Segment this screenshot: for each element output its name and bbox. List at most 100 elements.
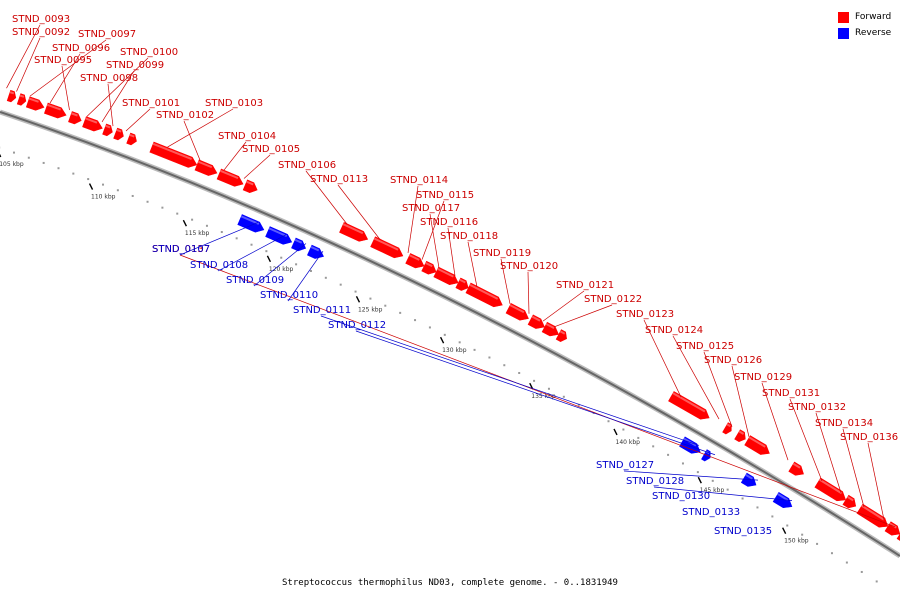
minor-tick <box>622 428 625 431</box>
gene-forward <box>744 435 770 455</box>
gene-forward-highlight <box>726 423 731 428</box>
gene-reverse-highlight <box>240 215 260 225</box>
minor-tick <box>72 172 75 175</box>
leader-line <box>6 24 41 89</box>
minor-tick <box>518 371 521 374</box>
leader-line <box>672 335 720 420</box>
minor-tick <box>205 224 208 227</box>
gene-forward-shape <box>82 116 103 132</box>
gene-reverse <box>237 214 265 233</box>
gene-label: STND_0095 <box>34 55 92 66</box>
gene-reverse-shape <box>291 237 307 252</box>
gene-label: STND_0126 <box>704 355 762 366</box>
tick-label: 120 kbp <box>269 266 294 273</box>
gene-reverse <box>291 237 307 252</box>
gene-forward <box>43 102 67 119</box>
gene-forward-highlight <box>85 117 98 124</box>
minor-tick <box>354 290 357 293</box>
gene-reverse-highlight <box>310 246 320 252</box>
legend-label-reverse: Reverse <box>855 28 892 38</box>
gene-forward-shape <box>16 93 27 106</box>
leader-line <box>29 39 107 97</box>
gene-forward-highlight <box>246 180 254 186</box>
gene-forward <box>555 329 567 342</box>
gene-label: STND_0104 <box>218 131 276 142</box>
gene-reverse <box>701 449 711 462</box>
minor-tick <box>235 237 238 240</box>
gene-label: STND_0120 <box>500 261 558 272</box>
gene-label: STND_0128 <box>626 476 684 487</box>
minor-tick <box>816 542 819 545</box>
gene-forward-shape <box>113 127 124 141</box>
gene-forward <box>16 93 27 106</box>
gene-forward <box>455 277 469 291</box>
minor-tick <box>577 403 580 406</box>
leader-line <box>653 486 793 501</box>
major-tick <box>439 336 445 344</box>
leader-line <box>101 70 135 123</box>
gene-label: STND_0130 <box>652 491 710 502</box>
leader-line <box>643 319 682 398</box>
gene-label: STND_0106 <box>278 160 336 171</box>
gene-forward-shape <box>126 132 137 146</box>
minor-tick <box>280 256 283 259</box>
gene-forward-shape <box>814 477 847 502</box>
minor-tick <box>667 453 670 456</box>
minor-tick <box>681 462 684 465</box>
gene-forward-shape <box>884 521 900 536</box>
gene-forward <box>788 461 804 476</box>
gene-forward-shape <box>555 329 567 342</box>
leader-line <box>761 382 789 461</box>
gene-forward-shape <box>668 391 710 420</box>
gene-label: STND_0093 <box>12 14 70 25</box>
gene-forward <box>734 429 746 443</box>
minor-tick <box>875 580 878 583</box>
gene-label: STND_0110 <box>260 290 318 301</box>
gene-label: STND_0105 <box>242 144 300 155</box>
gene-forward <box>541 321 559 337</box>
gene-forward-shape <box>405 253 425 269</box>
gene-forward <box>842 494 857 509</box>
gene-forward-highlight <box>9 91 15 95</box>
gene-reverse-shape <box>679 436 701 454</box>
gene-forward-highlight <box>46 103 62 111</box>
gene-forward-shape <box>339 222 369 242</box>
minor-tick <box>860 570 863 573</box>
leader-line <box>167 108 234 148</box>
major-tick <box>697 476 702 484</box>
gene-forward <box>405 253 425 269</box>
legend-item-reverse: Reverse <box>838 25 891 41</box>
gene-forward-highlight <box>738 430 745 435</box>
tick-label: 105 kbp <box>0 161 24 168</box>
gene-label: STND_0121 <box>556 280 614 291</box>
gene-forward-highlight <box>889 522 897 529</box>
gene-label: STND_0133 <box>682 507 740 518</box>
major-tick <box>266 255 272 263</box>
reverse-swatch-icon <box>838 27 849 39</box>
leader-line <box>49 53 81 104</box>
major-tick <box>782 527 787 534</box>
gene-label: STND_0118 <box>440 231 498 242</box>
gene-forward-highlight <box>792 462 801 469</box>
gene-forward-highlight <box>116 129 122 133</box>
gene-forward <box>113 127 124 141</box>
tick-label: 130 kbp <box>442 347 467 354</box>
gene-forward-shape <box>6 89 17 103</box>
gene-label: STND_0125 <box>676 341 734 352</box>
minor-tick <box>384 304 387 307</box>
gene-forward <box>465 282 503 308</box>
legend-label-forward: Forward <box>855 12 892 22</box>
gene-label: STND_0129 <box>734 372 792 383</box>
minor-tick <box>191 218 194 221</box>
minor-tick <box>250 243 253 246</box>
leader-line <box>179 222 259 256</box>
gene-forward <box>896 529 900 543</box>
minor-tick <box>771 515 774 518</box>
gene-forward-shape <box>541 321 559 337</box>
gene-forward <box>856 503 889 528</box>
gene-label: STND_0119 <box>473 248 531 259</box>
minor-tick <box>399 311 402 314</box>
gene-forward-shape <box>734 429 746 443</box>
gene-label: STND_0117 <box>402 203 460 214</box>
leader-line <box>467 241 478 288</box>
